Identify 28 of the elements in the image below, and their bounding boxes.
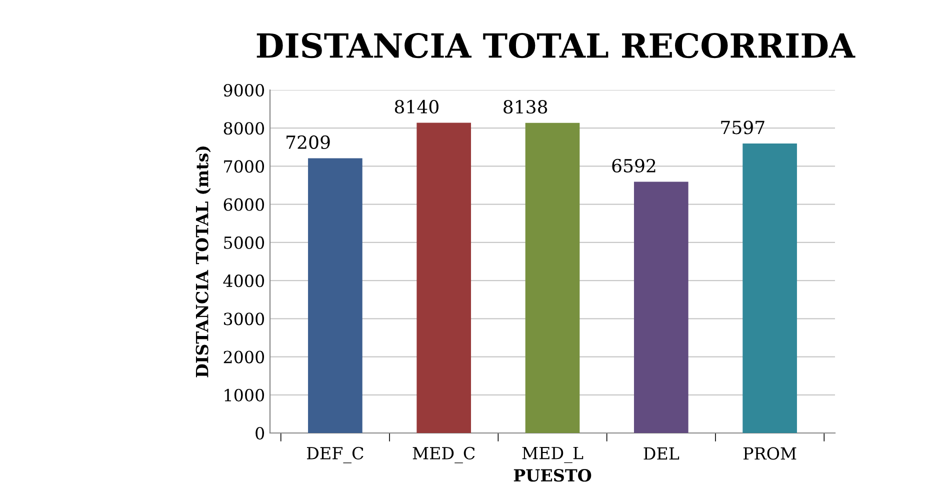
data-label: 7597 xyxy=(721,120,764,134)
x-tick-label: DEL xyxy=(644,447,680,460)
data-label: 6592 xyxy=(612,158,656,173)
y-tick-label: 9000 xyxy=(224,84,264,97)
bar xyxy=(634,182,688,433)
bar xyxy=(525,122,580,433)
x-tick-label: MED_L xyxy=(522,446,584,464)
y-tick-label: 5000 xyxy=(224,236,264,250)
y-tick-label: 6000 xyxy=(224,198,264,211)
x-tick-label: PROM xyxy=(743,447,796,460)
x-axis-title: PUESTO xyxy=(514,469,592,482)
bar xyxy=(742,143,797,433)
y-tick-label: 8000 xyxy=(224,122,264,135)
y-tick-label: 4000 xyxy=(223,274,264,288)
x-tick-label: MED_C xyxy=(412,446,475,464)
x-tick-label: DEF_C xyxy=(307,446,364,464)
data-label: 8140 xyxy=(394,100,438,114)
y-axis-title: DISTANCIA TOTAL (mts) xyxy=(195,146,211,378)
data-label: 8138 xyxy=(504,100,548,114)
bar xyxy=(308,158,362,433)
y-tick-label: 2000 xyxy=(224,350,264,364)
y-tick-label: 0 xyxy=(256,426,264,440)
y-tick-label: 3000 xyxy=(224,312,264,326)
y-tick-label: 7000 xyxy=(224,160,264,173)
chart-title: DISTANCIA TOTAL RECORRIDA xyxy=(256,32,856,58)
bar xyxy=(416,122,472,433)
y-tick-label: 1000 xyxy=(224,388,264,402)
data-label: 7209 xyxy=(286,135,330,150)
